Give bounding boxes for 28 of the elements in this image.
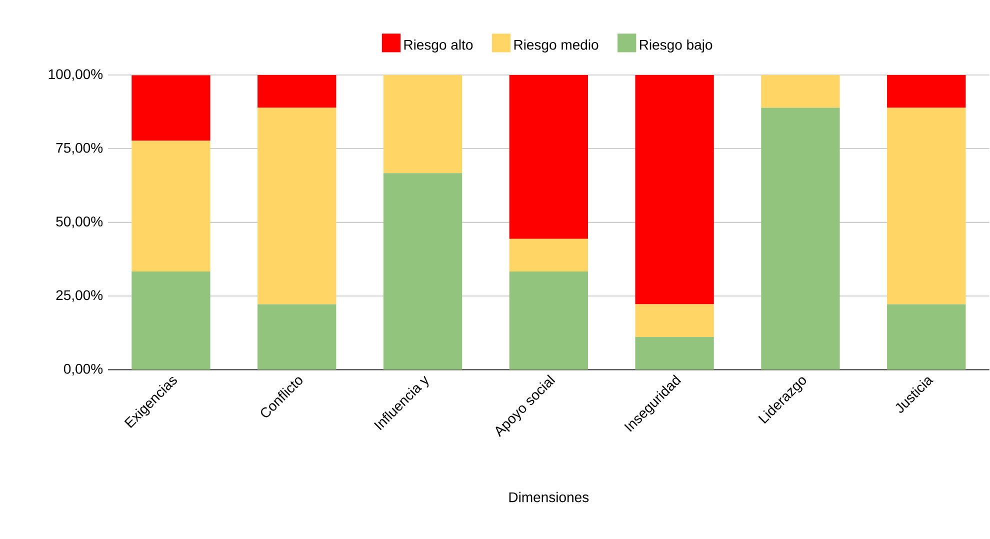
bar: [132, 272, 210, 370]
y-tick-label: 25,00%: [56, 290, 103, 302]
bar: [761, 74, 840, 108]
bar: [887, 74, 966, 108]
bar: [635, 336, 714, 370]
bar: [509, 272, 588, 370]
bar: [383, 74, 462, 174]
legend-label: Riesgo bajo: [640, 39, 712, 53]
bar: [887, 304, 966, 370]
y-tick-label: 75,00%: [56, 142, 103, 154]
bar: [258, 304, 336, 370]
y-tick-label: 0,00%: [64, 364, 103, 376]
bar: [258, 74, 336, 108]
x-axis-title: Dimensiones: [509, 492, 589, 502]
bar: [635, 304, 714, 337]
bar: [761, 108, 840, 370]
bar: [509, 238, 588, 272]
bar: [132, 75, 210, 141]
bar: [132, 140, 210, 272]
y-tick-label: 50,00%: [56, 216, 103, 228]
bar: [383, 173, 462, 370]
y-tick-label: 100,00%: [48, 69, 103, 81]
bar: [258, 108, 336, 304]
legend-label: Riesgo alto: [404, 39, 473, 53]
bar: [635, 74, 714, 304]
bar: [887, 108, 966, 304]
legend-label: Riesgo medio: [514, 39, 598, 53]
bar: [509, 74, 588, 239]
